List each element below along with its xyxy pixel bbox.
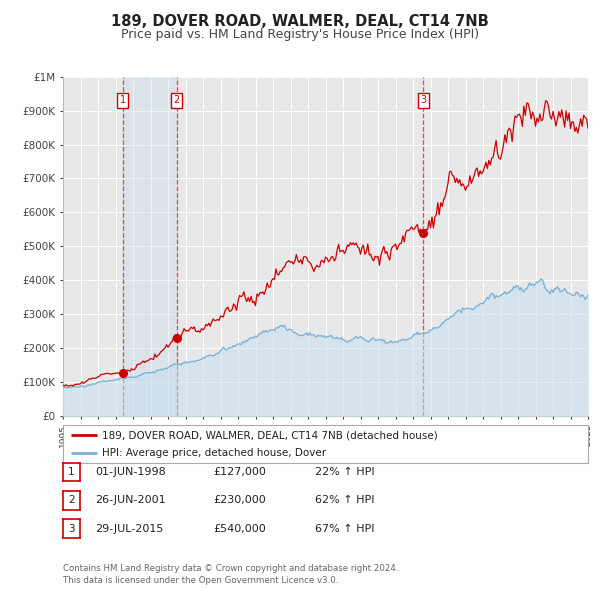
Text: 62% ↑ HPI: 62% ↑ HPI xyxy=(315,496,374,505)
Text: 67% ↑ HPI: 67% ↑ HPI xyxy=(315,524,374,533)
Text: 3: 3 xyxy=(68,524,75,533)
Text: 189, DOVER ROAD, WALMER, DEAL, CT14 7NB (detached house): 189, DOVER ROAD, WALMER, DEAL, CT14 7NB … xyxy=(103,430,438,440)
Text: 01-JUN-1998: 01-JUN-1998 xyxy=(95,467,166,477)
Text: 22% ↑ HPI: 22% ↑ HPI xyxy=(315,467,374,477)
Text: 1: 1 xyxy=(120,96,126,106)
Text: Contains HM Land Registry data © Crown copyright and database right 2024.
This d: Contains HM Land Registry data © Crown c… xyxy=(63,565,398,585)
Text: £540,000: £540,000 xyxy=(213,524,266,533)
Text: £230,000: £230,000 xyxy=(213,496,266,505)
Text: 1: 1 xyxy=(68,467,75,477)
Text: 2: 2 xyxy=(68,496,75,505)
Text: 189, DOVER ROAD, WALMER, DEAL, CT14 7NB: 189, DOVER ROAD, WALMER, DEAL, CT14 7NB xyxy=(111,14,489,29)
Text: 26-JUN-2001: 26-JUN-2001 xyxy=(95,496,166,505)
Text: 29-JUL-2015: 29-JUL-2015 xyxy=(95,524,163,533)
Text: 3: 3 xyxy=(420,96,426,106)
Text: £127,000: £127,000 xyxy=(213,467,266,477)
Text: 2: 2 xyxy=(173,96,179,106)
Text: Price paid vs. HM Land Registry's House Price Index (HPI): Price paid vs. HM Land Registry's House … xyxy=(121,28,479,41)
Bar xyxy=(123,77,176,416)
Text: HPI: Average price, detached house, Dover: HPI: Average price, detached house, Dove… xyxy=(103,448,326,458)
